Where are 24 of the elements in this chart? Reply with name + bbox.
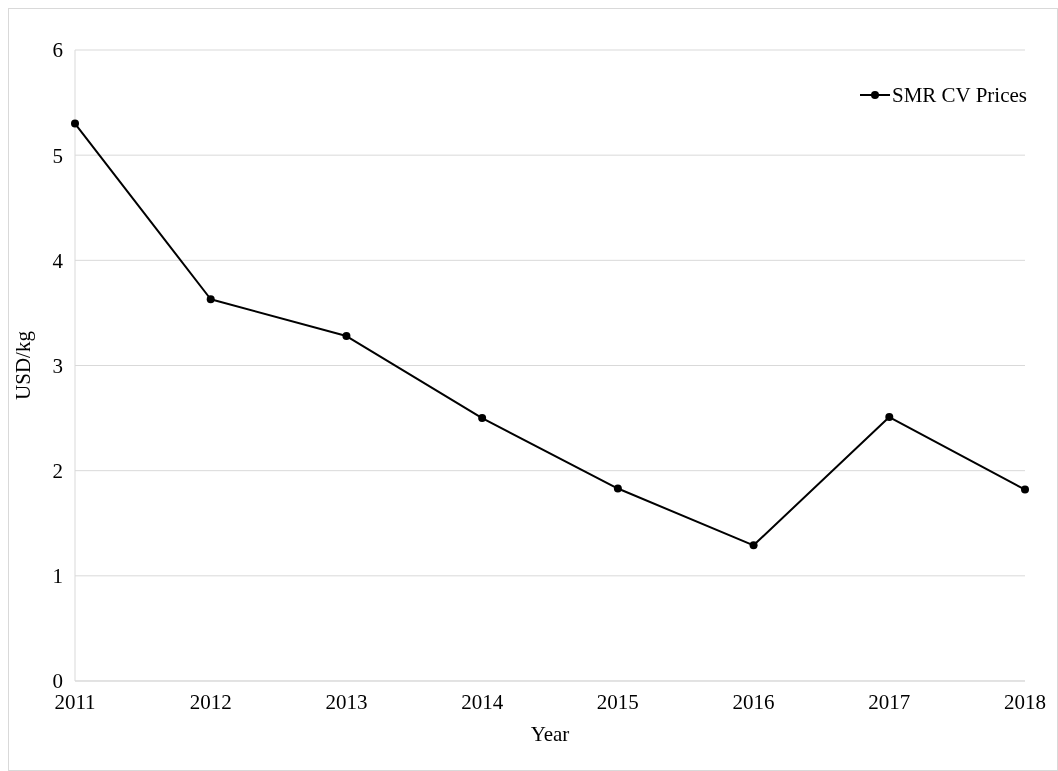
point (71, 119, 79, 128)
point (885, 413, 894, 422)
x-tick-label: 2015 (596, 690, 639, 714)
point (478, 414, 487, 423)
x-tick-label: 2013 (325, 690, 368, 714)
y-tick-label: 6 (52, 38, 63, 63)
x-tick-label: 2014 (461, 690, 504, 714)
y-tick-label: 3 (52, 353, 63, 378)
x-axis-title: Year (530, 722, 570, 746)
point (613, 484, 622, 493)
y-tick-label: 1 (52, 564, 63, 589)
x-tick-label: 2017 (868, 690, 911, 714)
point (749, 541, 758, 550)
point (342, 332, 351, 341)
x-tick-label: 2012 (189, 690, 232, 714)
y-tick-label: 5 (52, 143, 63, 168)
legend-label: SMR CV Prices (892, 83, 1027, 108)
y-tick-label: 2 (52, 459, 63, 484)
x-tick-label: 2018 (1004, 690, 1046, 714)
point (1021, 485, 1029, 494)
x-tick-label: 2016 (732, 690, 775, 714)
point (206, 295, 215, 304)
y-axis-title: USD/kg (11, 330, 35, 400)
y-tick-label: 4 (52, 248, 64, 273)
